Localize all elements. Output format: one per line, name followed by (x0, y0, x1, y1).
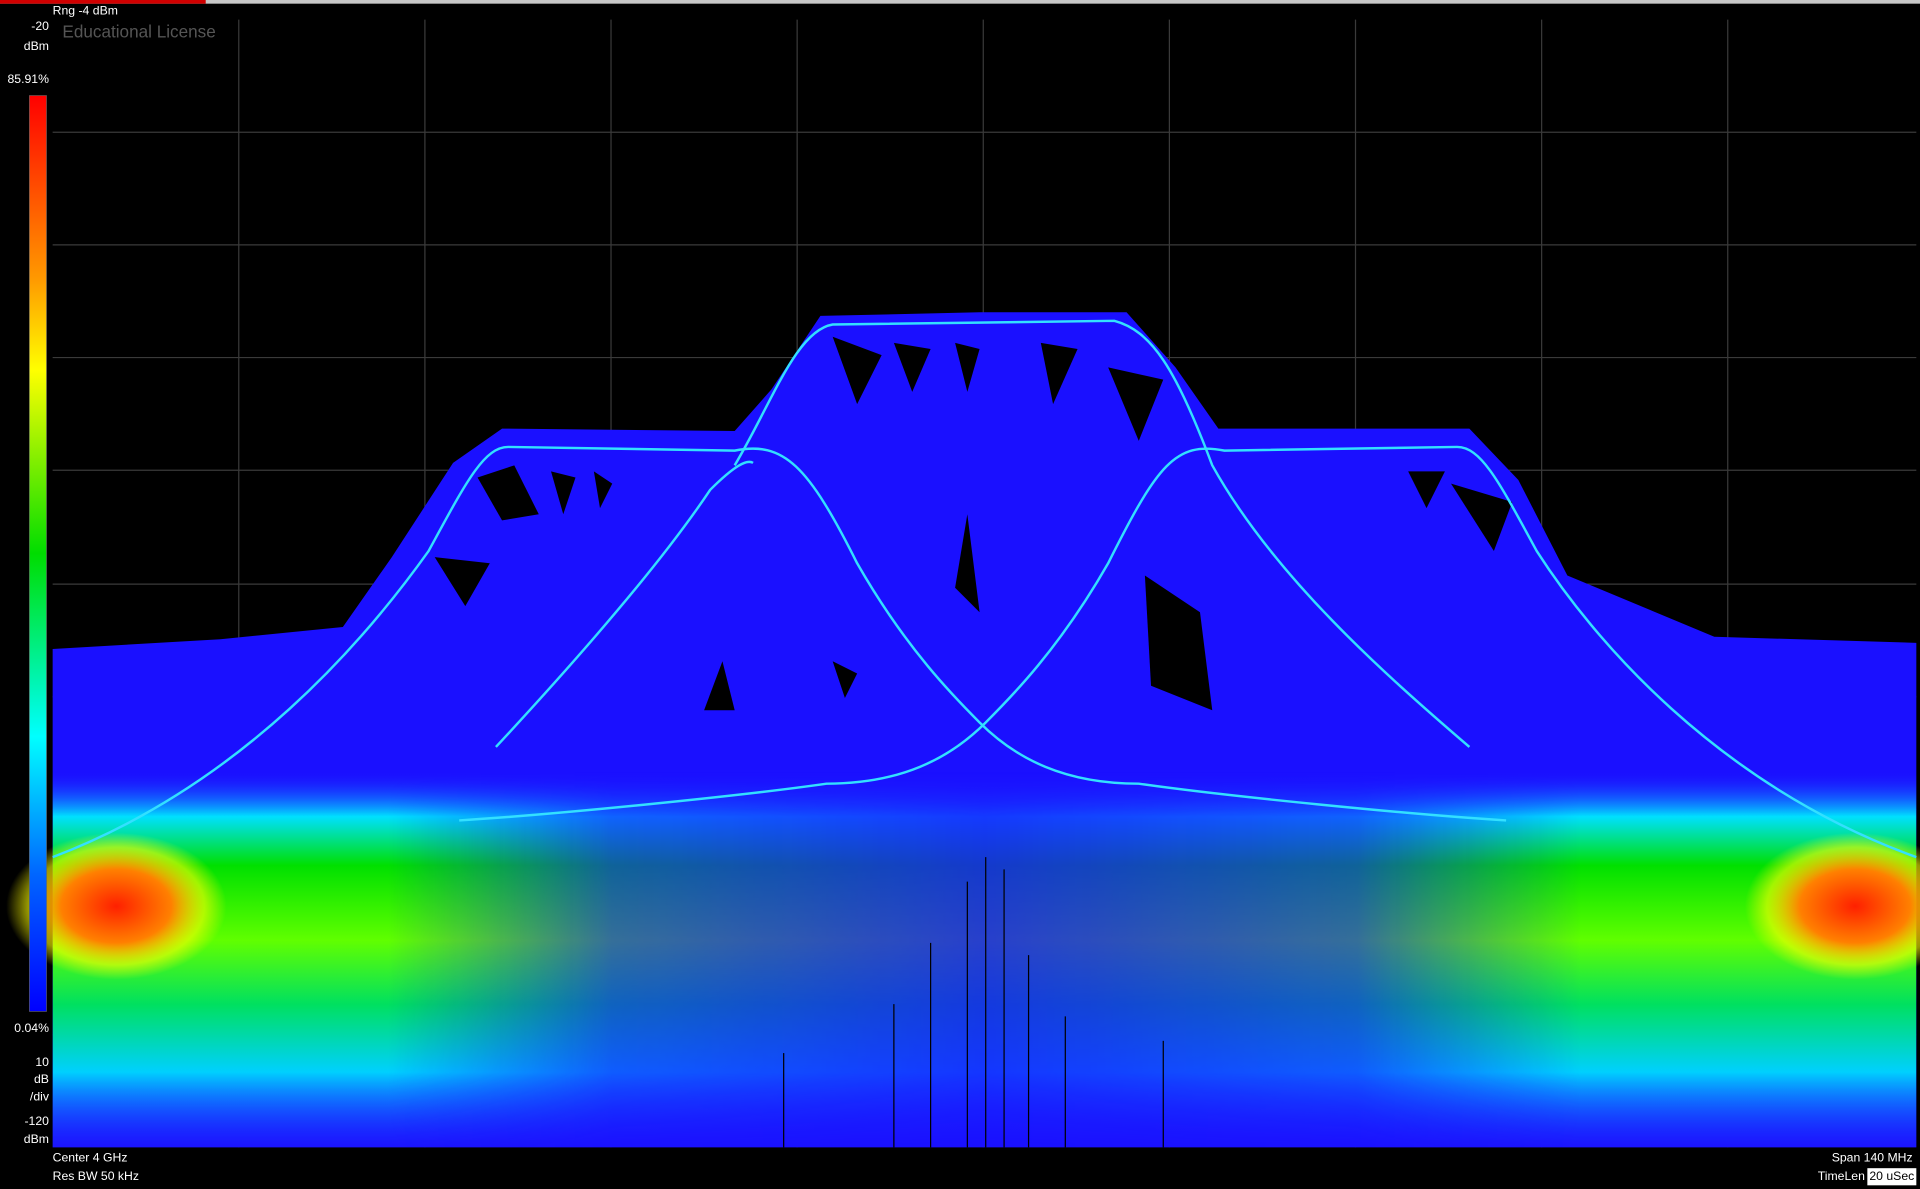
bottom-level: -120 (24, 1114, 49, 1128)
span: Span 140 MHz (1832, 1151, 1913, 1165)
div-unit: dB (34, 1072, 49, 1086)
div-suffix: /div (30, 1089, 50, 1103)
spectrum-app: Rng -4 dBm Educational License -20 dBm 8… (0, 0, 1920, 1189)
resolution-bandwidth: Res BW 50 kHz (53, 1169, 139, 1183)
bottom-unit: dBm (24, 1132, 49, 1146)
timelen-label: TimeLen (1818, 1169, 1865, 1183)
ref-level: -20 (31, 19, 49, 33)
top-strip (0, 0, 1920, 4)
max-density: 85.91% (7, 72, 49, 86)
ref-unit: dBm (24, 39, 49, 53)
license-watermark: Educational License (62, 22, 215, 42)
min-density: 0.04% (14, 1021, 49, 1035)
range-label: Rng -4 dBm (53, 3, 118, 17)
div-value: 10 (35, 1055, 49, 1069)
timelen-value[interactable]: 20 uSec (1869, 1169, 1914, 1183)
color-scale-bar (29, 96, 46, 1012)
center-frequency: Center 4 GHz (53, 1151, 128, 1165)
